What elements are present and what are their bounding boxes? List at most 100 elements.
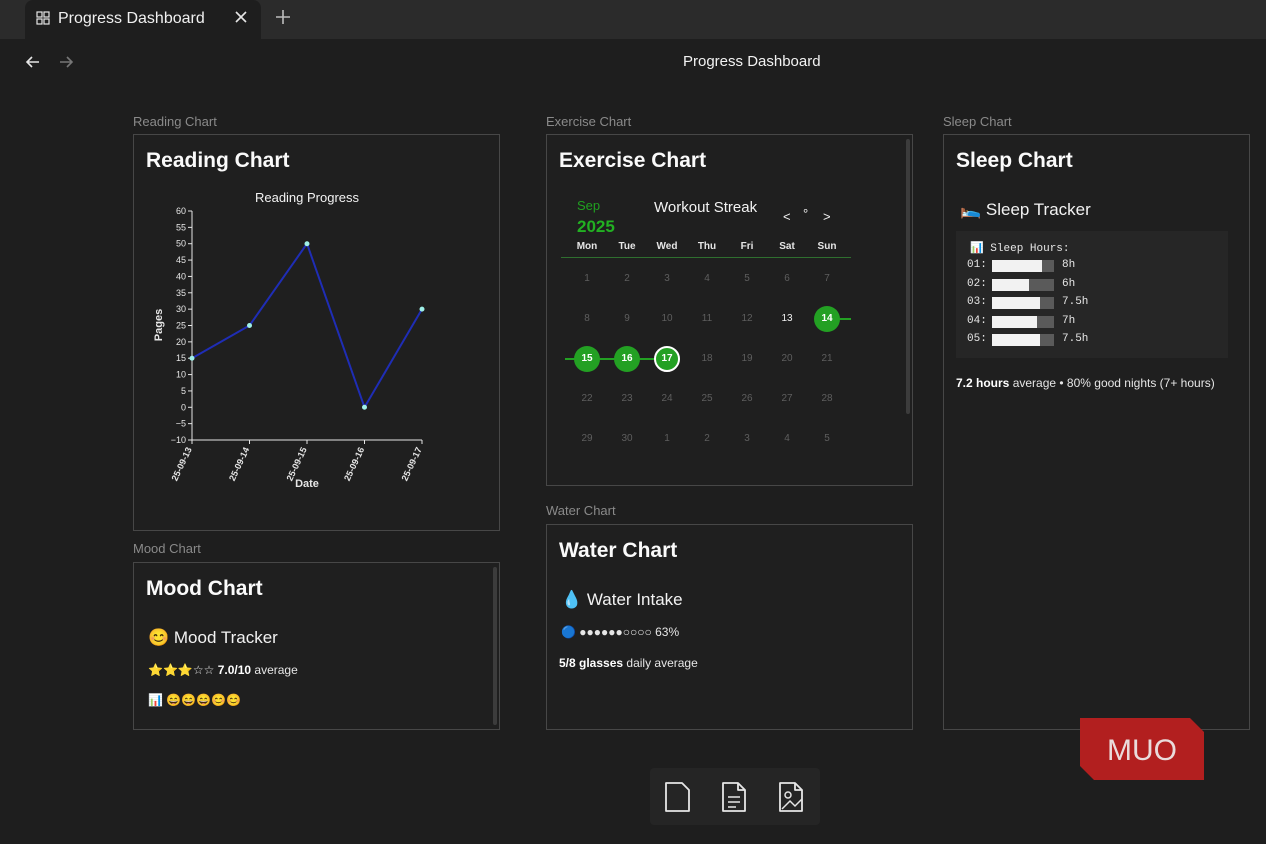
calendar-day[interactable]: 5 (824, 433, 830, 444)
reading-title: Reading Chart (146, 149, 290, 172)
calendar-day[interactable]: 13 (781, 313, 793, 324)
calendar-day[interactable]: 21 (821, 353, 833, 364)
calendar-day[interactable]: 4 (784, 433, 790, 444)
calendar-day[interactable]: 19 (741, 353, 753, 364)
star-rating-icon: ⭐⭐⭐☆☆ (148, 663, 215, 677)
calendar-day[interactable]: 28 (821, 393, 833, 404)
calendar-day[interactable]: 10 (661, 313, 673, 324)
x-axis-label: Date (295, 478, 319, 490)
muo-logo: MUO (1080, 718, 1204, 780)
file-icon[interactable] (660, 780, 694, 814)
calendar-day[interactable]: 5 (744, 273, 750, 284)
calendar-day[interactable]: 25 (701, 393, 713, 404)
reading-line-chart: Reading Progress −10 −5 0 5 10 15 20 25 30 35 40 45 5… (153, 190, 425, 490)
calendar-day[interactable]: 22 (581, 393, 593, 404)
y-tick-label: 30 (176, 304, 186, 314)
exercise-scrollbar[interactable] (906, 139, 910, 414)
sleep-box-title: 📊 Sleep Hours: (970, 243, 1070, 255)
prev-month-button[interactable]: < (783, 209, 791, 224)
mood-scrollbar[interactable] (493, 567, 497, 725)
calendar-day[interactable]: 30 (621, 433, 633, 444)
y-tick-label: −10 (171, 435, 186, 445)
sleep-bar (992, 334, 1054, 346)
calendar-day[interactable]: 7 (824, 273, 830, 284)
calendar-day[interactable]: 29 (581, 433, 593, 444)
mood-panel-label: Mood Chart (133, 541, 201, 556)
back-arrow-icon[interactable] (23, 52, 43, 72)
next-month-button[interactable]: > (823, 209, 831, 224)
calendar-day[interactable]: 4 (704, 273, 710, 284)
calendar-day[interactable]: 12 (741, 313, 753, 324)
bottom-toolbar (650, 768, 820, 825)
y-tick-label: 60 (176, 206, 186, 216)
weekday-label: Thu (697, 241, 717, 252)
sleep-title: Sleep Chart (956, 149, 1073, 172)
weekday-label: Wed (656, 241, 678, 252)
calendar-day[interactable]: 1 (664, 433, 670, 444)
chart-title: Reading Progress (255, 190, 360, 205)
today-button[interactable]: ° (803, 206, 809, 221)
sleep-bar-fill (992, 297, 1041, 309)
y-tick-label: 20 (176, 337, 186, 347)
x-tick-label: 25-09-13 (170, 446, 194, 483)
calendar-day[interactable]: 1 (584, 273, 590, 284)
calendar-heading: Workout Streak (654, 199, 758, 216)
calendar-day[interactable]: 6 (784, 273, 790, 284)
calendar-day[interactable]: 2 (704, 433, 710, 444)
calendar-day[interactable]: 27 (781, 393, 793, 404)
calendar-day[interactable]: 15 (574, 346, 600, 372)
calendar-day[interactable]: 18 (701, 353, 713, 364)
sleep-subtitle: 🛌 Sleep Tracker (960, 200, 1091, 219)
forward-arrow-icon[interactable] (56, 52, 76, 72)
calendar-day[interactable]: 11 (701, 313, 713, 324)
sleep-hours-box: 📊 Sleep Hours: 01: 8h 02: 6h 03: 7.5h 04: 7h 05:… (956, 231, 1228, 358)
data-point (362, 404, 367, 410)
sleep-row-value: 6h (1062, 277, 1076, 290)
y-tick-label: 10 (176, 370, 186, 380)
image-file-icon[interactable] (774, 780, 808, 814)
document-icon[interactable] (717, 780, 751, 814)
reading-panel-label: Reading Chart (133, 114, 217, 129)
sleep-bar (992, 260, 1054, 272)
calendar-day[interactable]: 23 (621, 393, 633, 404)
calendar-day[interactable]: 26 (741, 393, 753, 404)
calendar-day[interactable]: 8 (584, 313, 590, 324)
reading-panel: Reading Chart Reading Progress −10 −5 0 5 10 1… (133, 134, 500, 531)
weekday-label: Tue (618, 241, 636, 252)
y-tick-label: 15 (176, 353, 186, 363)
calendar-day[interactable]: 17 (654, 346, 680, 372)
water-progress: 🔵 ●●●●●●○○○○ 63% (561, 625, 680, 639)
y-tick-label: −5 (176, 419, 186, 429)
calendar-day[interactable]: 2 (624, 273, 630, 284)
sleep-bar-fill (992, 315, 1037, 328)
mood-rating: ⭐⭐⭐☆☆ 7.0/10 average (148, 663, 298, 677)
sleep-bar (992, 278, 1054, 291)
sleep-row-value: 8h (1062, 259, 1076, 271)
sleep-bar-fill (992, 278, 1030, 291)
calendar-day[interactable]: 16 (614, 346, 640, 372)
weekday-label: Fri (740, 241, 754, 252)
y-tick-label: 35 (176, 288, 186, 298)
close-icon[interactable] (233, 9, 249, 25)
calendar-day[interactable]: 20 (781, 353, 793, 364)
sleep-row-value: 7.5h (1062, 333, 1089, 345)
sleep-bar (992, 315, 1054, 328)
mood-title: Mood Chart (146, 577, 263, 600)
exercise-panel: Exercise Chart Sep 2025 Workout Streak <… (546, 134, 913, 486)
x-tick-label: 25-09-17 (400, 446, 424, 483)
calendar-day[interactable]: 14 (814, 306, 840, 332)
calendar-month: Sep (577, 198, 601, 213)
calendar-day[interactable]: 3 (744, 433, 750, 444)
calendar-day[interactable]: 9 (624, 313, 630, 324)
weekday-label: Mon (576, 241, 598, 252)
tab-progress-dashboard[interactable]: Progress Dashboard (25, 0, 261, 39)
calendar-day[interactable]: 3 (664, 273, 670, 284)
sleep-bar-fill (992, 260, 1042, 272)
mood-emoji-row: 📊 😄😄😄😊😊 (148, 693, 241, 707)
data-point (304, 241, 310, 247)
sleep-row-day: 02: (967, 277, 987, 290)
calendar-divider (561, 257, 851, 258)
mood-panel: Mood Chart 😊 Mood Tracker ⭐⭐⭐☆☆ 7.0/10 a… (133, 562, 500, 730)
calendar-day[interactable]: 24 (661, 393, 673, 404)
new-tab-icon[interactable] (274, 8, 292, 26)
